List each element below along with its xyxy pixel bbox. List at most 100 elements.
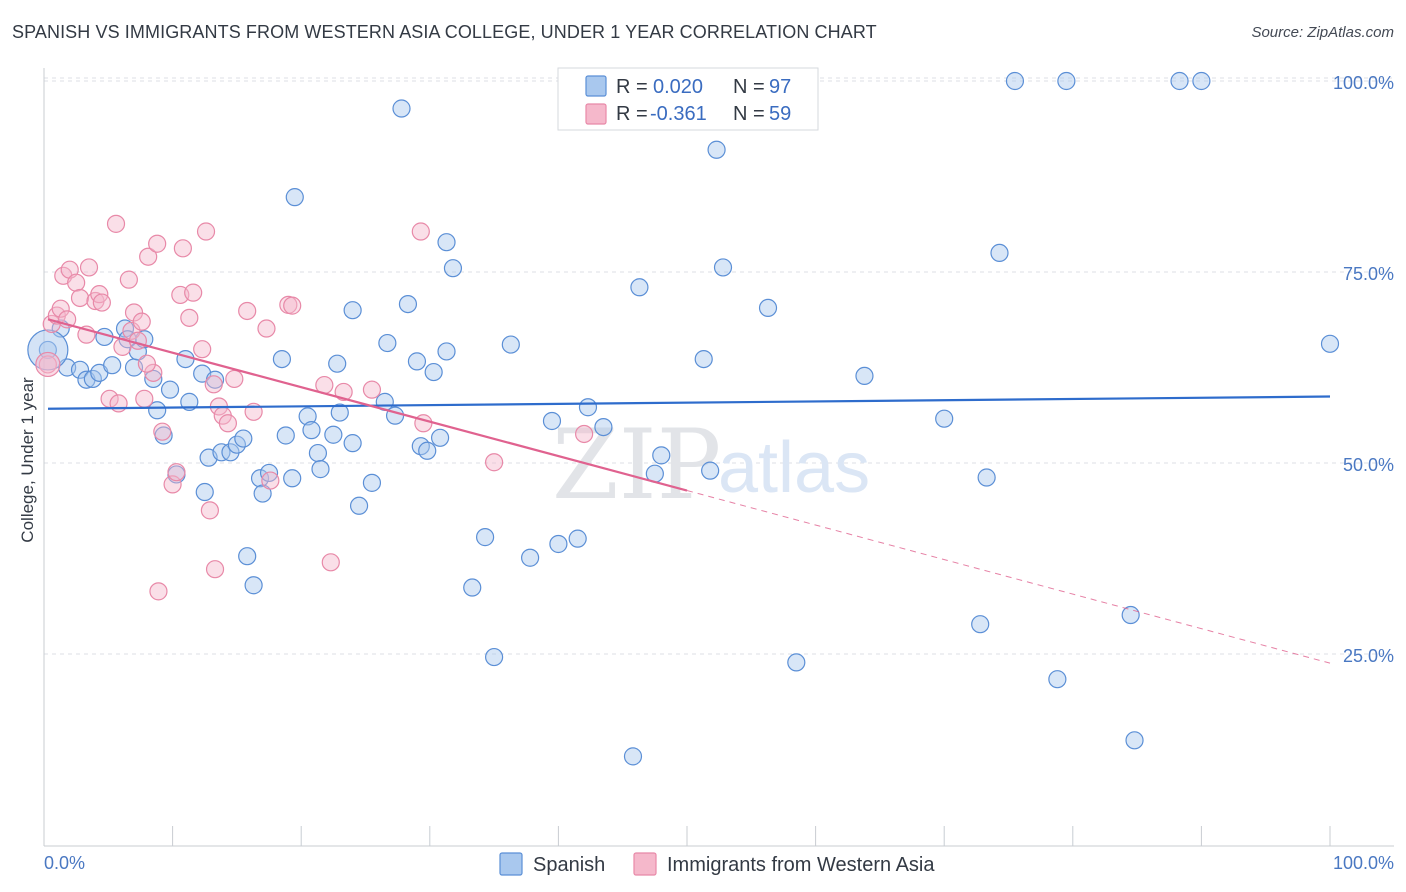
spanish-point-73 <box>630 278 649 297</box>
spanish-point-50 <box>378 333 397 353</box>
spanish-point-70 <box>578 398 598 417</box>
spanish-point-78 <box>707 140 726 159</box>
spanish-point-3 <box>70 360 90 379</box>
spanish-point-59 <box>437 342 456 361</box>
western-asia-point-41 <box>218 414 237 433</box>
spanish-point-26 <box>221 443 240 462</box>
legend-n-label-2: N = <box>733 103 765 125</box>
spanish-point-53 <box>398 294 418 314</box>
spanish-point-89 <box>1057 71 1076 91</box>
spanish-point-86 <box>990 243 1009 262</box>
bottom-legend-swatch-spanish <box>499 852 523 876</box>
spanish-point-84 <box>971 615 990 634</box>
western-asia-point-7 <box>67 273 86 292</box>
chart-title: SPANISH VS IMMIGRANTS FROM WESTERN ASIA … <box>12 22 877 42</box>
legend-r-label-1: R = <box>616 76 648 98</box>
y-tick-label-100: 100.0% <box>1333 73 1394 93</box>
western-asia-point-3 <box>51 299 70 318</box>
spanish-point-83 <box>935 409 954 428</box>
legend-r-value-2: -0.361 <box>650 103 707 125</box>
legend-n-value-2: 59 <box>769 103 791 125</box>
grid-lines <box>44 77 1394 655</box>
spanish-point-41 <box>311 460 330 479</box>
spanish-point-61 <box>443 259 463 278</box>
y-axis-label: College, Under 1 year <box>18 377 37 543</box>
spanish-point-37 <box>285 188 304 207</box>
spanish-point-58 <box>430 428 450 447</box>
stats-legend: R = 0.020 N = 97 R = -0.361 N = 59 <box>557 67 819 131</box>
western-asia-point-8 <box>70 288 90 308</box>
spanish-point-43 <box>328 354 347 373</box>
western-asia-point-57 <box>92 293 111 312</box>
western-asia-point-23 <box>139 247 158 266</box>
spanish-point-38 <box>298 407 317 426</box>
western-asia-point-50 <box>321 553 340 572</box>
western-asia-point-34 <box>193 340 212 359</box>
y-tick-label-25: 25.0% <box>1343 646 1394 666</box>
spanish-point-63 <box>475 528 495 547</box>
legend-r-value-1: 0.020 <box>653 76 703 98</box>
x-tick-label-0: 0.0% <box>44 853 85 873</box>
spanish-point-90 <box>1121 605 1140 625</box>
western-asia-point-43 <box>238 301 257 321</box>
western-asia-point-46 <box>261 471 280 490</box>
western-asia-point-22 <box>135 389 154 408</box>
spanish-point-46 <box>343 301 362 320</box>
legend-r-label-2: R = <box>616 103 648 125</box>
western-asia-point-35 <box>196 222 216 241</box>
spanish-point-65 <box>501 335 520 354</box>
spanish-point-17 <box>160 380 180 399</box>
spanish-point-34 <box>272 349 292 369</box>
spanish-point-64 <box>485 647 504 667</box>
y-tick-labels: 25.0% 50.0% 75.0% 100.0% <box>1333 73 1394 666</box>
western-asia-trend-line <box>47 318 688 492</box>
spanish-point-33 <box>259 463 279 483</box>
axes <box>43 68 1394 847</box>
western-asia-point-33 <box>184 283 203 302</box>
spanish-point-8 <box>103 356 122 375</box>
spanish-point-93 <box>1192 71 1211 91</box>
legend-swatch-western-asia <box>585 103 607 125</box>
western-asia-point-37 <box>204 375 223 394</box>
spanish-point-79 <box>713 258 733 277</box>
legend-swatch-spanish <box>585 75 607 97</box>
x-tick-labels: 0.0% 100.0% <box>44 853 1394 873</box>
trend-lines <box>47 318 1331 664</box>
western-asia-point-42 <box>225 369 244 389</box>
western-asia-point-19 <box>124 303 144 322</box>
spanish-point-60 <box>437 233 456 252</box>
x-tick-label-100: 100.0% <box>1333 853 1394 873</box>
spanish-point-85 <box>977 468 996 487</box>
spanish-point-72 <box>623 747 643 766</box>
watermark: ZIP atlas <box>552 409 870 521</box>
spanish-point-22 <box>195 482 214 502</box>
spanish-point-56 <box>418 441 437 460</box>
western-asia-point-48 <box>283 296 302 315</box>
western-asia-point-18 <box>122 321 141 340</box>
western-asia-point-14 <box>106 214 126 233</box>
spanish-point-76 <box>694 349 713 369</box>
western-asia-point-55 <box>485 453 504 472</box>
bottom-legend-western-asia: Immigrants from Western Asia <box>667 854 935 876</box>
western-asia-point-25 <box>148 234 167 253</box>
spanish-point-94 <box>1320 334 1340 353</box>
spanish-point-71 <box>594 417 613 437</box>
legend-n-value-1: 97 <box>769 76 791 98</box>
western-asia-point-52 <box>362 380 382 399</box>
y-tick-label-75: 75.0% <box>1343 264 1394 284</box>
western-asia-point-45 <box>257 319 276 338</box>
western-asia-point-27 <box>153 422 172 441</box>
spanish-point-14 <box>144 369 163 389</box>
spanish-point-48 <box>362 473 382 492</box>
spanish-point-15 <box>148 401 167 420</box>
watermark-atlas: atlas <box>718 428 870 508</box>
spanish-point-62 <box>463 578 482 597</box>
series-legend: Spanish Immigrants from Western Asia <box>499 852 935 876</box>
bottom-legend-spanish: Spanish <box>533 854 605 876</box>
watermark-zip: ZIP <box>552 409 721 521</box>
western-asia-point-51 <box>334 382 353 402</box>
western-asia-point-31 <box>173 239 192 258</box>
spanish-point-44 <box>330 403 349 422</box>
spanish-point-77 <box>701 461 720 480</box>
